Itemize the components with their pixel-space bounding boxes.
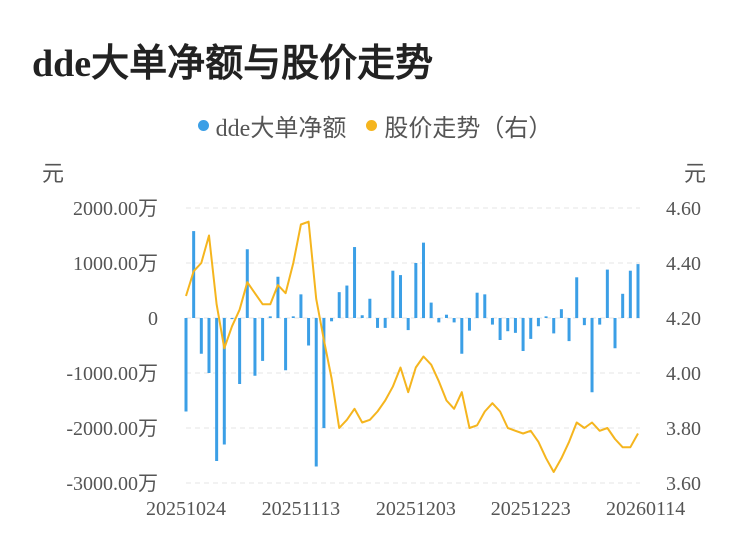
bar-41 [498, 318, 502, 340]
bar-21 [345, 285, 349, 318]
bar-56 [613, 318, 617, 349]
legend: dde大单净额 股价走势（右） [0, 108, 750, 143]
right-axis-unit: 元 [684, 161, 707, 186]
bar-24 [368, 298, 372, 318]
bar-47 [544, 316, 548, 318]
bar-38 [475, 292, 479, 318]
legend-label-bar: dde大单净额 [215, 116, 347, 142]
price-line [185, 220, 639, 473]
left-axis-unit: 元 [42, 161, 65, 186]
bar-12 [276, 276, 280, 318]
right-tick-label-4: 3.80 [666, 418, 701, 440]
bar-55 [605, 269, 609, 318]
bar-17 [314, 318, 318, 467]
legend-label-line: 股价走势（右） [384, 116, 553, 142]
bar-32 [429, 302, 433, 318]
bar-19 [330, 318, 334, 322]
bar-44 [521, 318, 525, 351]
left-tick-label-4: -2000.00万 [66, 418, 158, 440]
bar-16 [307, 318, 311, 346]
bar-42 [506, 318, 510, 332]
bar-53 [590, 318, 594, 393]
bar-25 [376, 318, 380, 328]
x-tick-label-2: 20251203 [376, 498, 456, 520]
bar-48 [552, 318, 556, 334]
x-tick-label-4: 20260114 [606, 498, 685, 520]
bar-49 [559, 309, 563, 318]
bar-46 [536, 318, 540, 327]
bar-58 [628, 270, 632, 318]
bar-33 [437, 318, 441, 323]
bar-26 [383, 318, 387, 328]
bar-4 [215, 318, 219, 461]
right-tick-label-1: 4.40 [666, 253, 701, 275]
bar-15 [299, 294, 303, 318]
bar-10 [261, 318, 265, 361]
bar-0 [184, 318, 188, 412]
right-tick-label-5: 3.60 [666, 473, 701, 495]
right-tick-label-2: 4.20 [666, 308, 701, 330]
legend-item-line[interactable]: 股价走势（右） [366, 108, 552, 143]
bar-3 [207, 318, 211, 373]
bar-14 [291, 316, 295, 318]
bar-7 [238, 318, 242, 384]
bar-22 [353, 247, 357, 318]
bar-9 [253, 318, 257, 376]
bar-18 [322, 318, 326, 428]
x-tick-label-1: 20251113 [262, 498, 341, 520]
bar-27 [391, 270, 395, 318]
bar-57 [621, 293, 625, 318]
bar-51 [575, 277, 579, 318]
bar-13 [284, 318, 288, 371]
bar-23 [360, 315, 364, 318]
bar-45 [529, 318, 533, 339]
bar-6 [230, 318, 234, 320]
right-tick-label-3: 4.00 [666, 363, 701, 385]
left-tick-label-2: 0 [148, 308, 158, 330]
bar-43 [513, 318, 517, 333]
bar-28 [399, 275, 403, 318]
bar-29 [406, 318, 410, 331]
bar-59 [636, 264, 640, 318]
bar-31 [421, 242, 425, 318]
x-tick-label-3: 20251223 [491, 498, 571, 520]
bar-39 [483, 294, 487, 318]
bar-5 [222, 318, 226, 445]
bar-34 [444, 314, 448, 318]
bar-50 [567, 318, 571, 342]
legend-dot-line [366, 120, 378, 131]
legend-dot-bar [197, 120, 209, 131]
bar-40 [490, 318, 494, 325]
right-tick-label-0: 4.60 [666, 198, 701, 220]
chart-title: dde大单净额与股价走势 [32, 43, 434, 85]
left-tick-label-3: -1000.00万 [66, 363, 158, 385]
bar-37 [467, 318, 471, 331]
bar-36 [460, 318, 464, 354]
bar-35 [452, 318, 456, 323]
left-tick-label-1: 1000.00万 [73, 253, 158, 275]
bar-11 [268, 316, 272, 318]
x-tick-label-0: 20251024 [146, 498, 226, 520]
bar-52 [582, 318, 586, 326]
bar-30 [414, 263, 418, 318]
left-tick-label-0: 2000.00万 [73, 198, 158, 220]
bar-2 [199, 318, 203, 354]
left-tick-label-5: -3000.00万 [66, 473, 158, 495]
legend-item-bar[interactable]: dde大单净额 [197, 108, 347, 143]
bar-54 [598, 318, 602, 325]
bar-20 [337, 292, 341, 318]
